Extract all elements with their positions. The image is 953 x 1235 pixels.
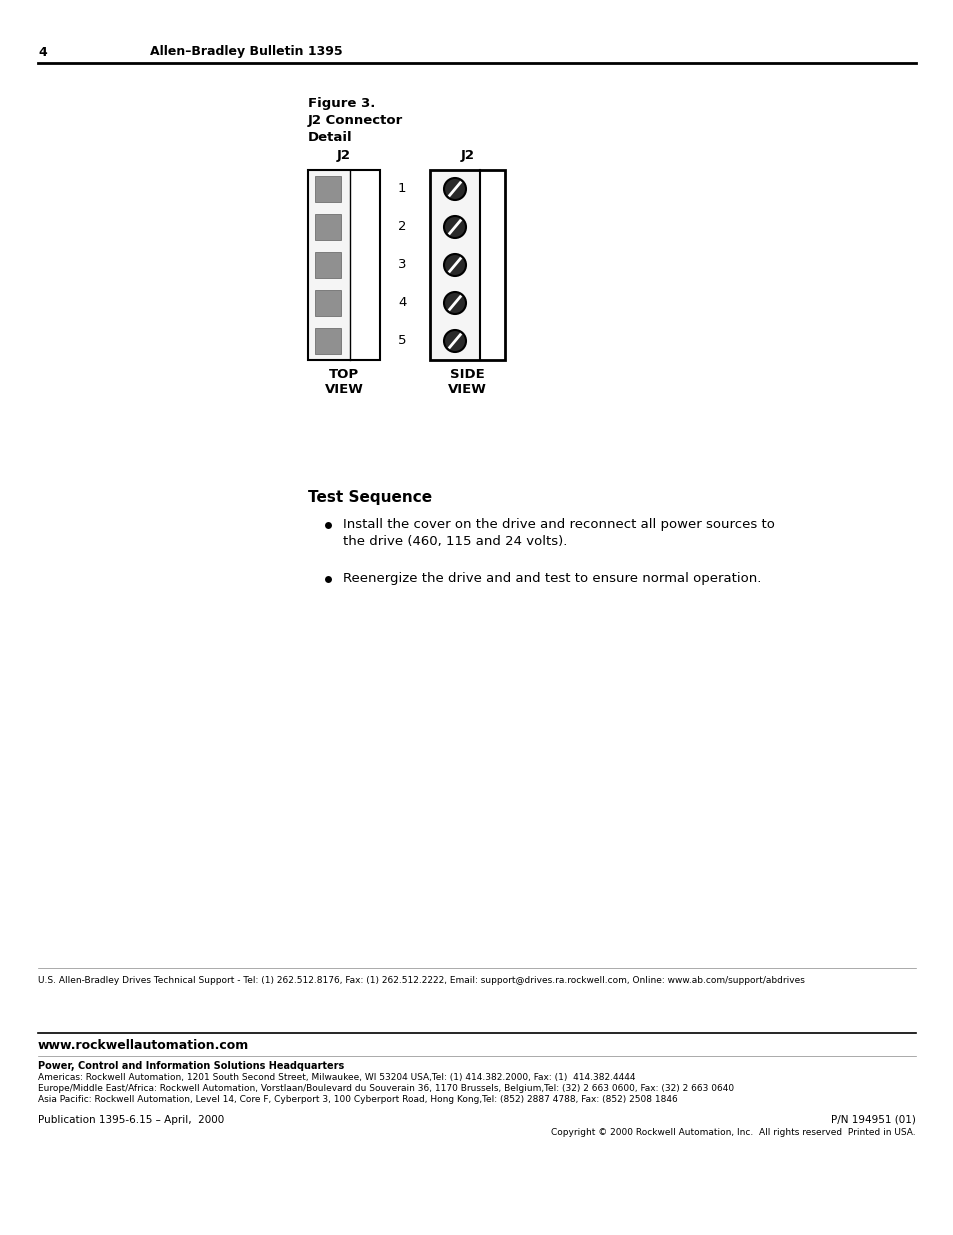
Text: 4: 4 [397,296,406,310]
Text: Test Sequence: Test Sequence [308,490,432,505]
Text: Allen–Bradley Bulletin 1395: Allen–Bradley Bulletin 1395 [150,46,342,58]
Bar [308,170,379,359]
Text: U.S. Allen-Bradley Drives Technical Support - Tel: (1) 262.512.8176, Fax: (1) 26: U.S. Allen-Bradley Drives Technical Supp… [38,976,804,986]
Text: Europe/Middle East/Africa: Rockwell Automation, Vorstlaan/Boulevard du Souverain: Europe/Middle East/Africa: Rockwell Auto… [38,1084,734,1093]
Bar [314,252,340,278]
Text: 3: 3 [397,258,406,272]
Circle shape [443,216,465,238]
Text: SIDE
VIEW: SIDE VIEW [448,368,486,396]
Text: TOP
VIEW: TOP VIEW [324,368,363,396]
Bar [350,170,379,359]
Circle shape [443,330,465,352]
Text: Figure 3.: Figure 3. [308,98,375,110]
Text: J2: J2 [460,149,474,162]
Text: 2: 2 [397,221,406,233]
Circle shape [443,178,465,200]
Bar [430,170,504,359]
Bar [314,214,340,240]
Text: Copyright © 2000 Rockwell Automation, Inc.  All rights reserved  Printed in USA.: Copyright © 2000 Rockwell Automation, In… [551,1128,915,1137]
Text: www.rockwellautomation.com: www.rockwellautomation.com [38,1039,249,1052]
Circle shape [443,254,465,275]
Text: P/N 194951 (01): P/N 194951 (01) [830,1115,915,1125]
Bar [308,170,350,359]
Bar [430,170,479,359]
Text: Reenergize the drive and and test to ensure normal operation.: Reenergize the drive and and test to ens… [343,572,760,585]
Bar [314,329,340,354]
Bar [314,177,340,203]
Text: Power, Control and Information Solutions Headquarters: Power, Control and Information Solutions… [38,1061,344,1071]
Text: Americas: Rockwell Automation, 1201 South Second Street, Milwaukee, WI 53204 USA: Americas: Rockwell Automation, 1201 Sout… [38,1073,635,1082]
Bar [314,290,340,316]
Text: the drive (460, 115 and 24 volts).: the drive (460, 115 and 24 volts). [343,535,567,548]
Text: Asia Pacific: Rockwell Automation, Level 14, Core F, Cyberport 3, 100 Cyberport : Asia Pacific: Rockwell Automation, Level… [38,1095,677,1104]
Text: Install the cover on the drive and reconnect all power sources to: Install the cover on the drive and recon… [343,517,774,531]
Text: Detail: Detail [308,131,353,144]
Bar [479,170,504,359]
Text: J2 Connector: J2 Connector [308,114,403,127]
Circle shape [443,291,465,314]
Text: 1: 1 [397,183,406,195]
Text: 5: 5 [397,335,406,347]
Text: J2: J2 [336,149,351,162]
Text: 4: 4 [38,46,47,58]
Text: Publication 1395-6.15 – April,  2000: Publication 1395-6.15 – April, 2000 [38,1115,224,1125]
